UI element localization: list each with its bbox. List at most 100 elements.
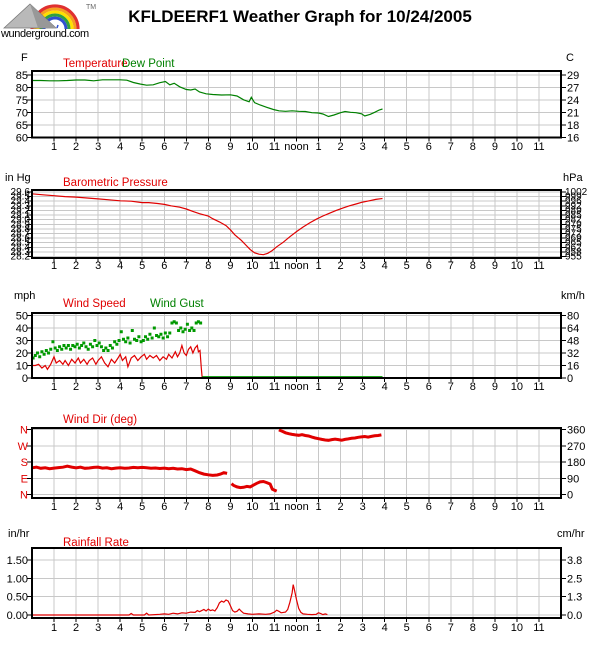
data-point [157, 335, 161, 339]
y-tick-label-right: 48 [567, 336, 579, 348]
data-point [185, 322, 189, 326]
y-tick-label-right: 958 [565, 247, 582, 258]
y-tick-label-left: 50 [16, 311, 28, 323]
pyramid-icon [2, 3, 58, 29]
unit-label-right: C [566, 52, 574, 64]
x-tick-label: 4 [117, 622, 123, 634]
data-point [141, 339, 145, 342]
data-point [199, 321, 203, 325]
legend-label-temperature: Temperature [63, 58, 128, 70]
data-point [135, 339, 139, 342]
data-point [121, 337, 125, 341]
data-point [31, 356, 35, 360]
legend-label-dew-point: Dew Point [122, 58, 175, 70]
x-tick-label: 7 [448, 622, 454, 634]
data-point [170, 321, 174, 325]
x-tick-label: 8 [470, 141, 476, 153]
x-tick-label: 3 [95, 501, 101, 513]
data-point [130, 329, 134, 332]
data-point [44, 349, 48, 352]
y-tick-label-left: 10 [16, 361, 28, 373]
logo-text: wunderground.com [1, 28, 89, 40]
x-tick-label: 10 [246, 141, 258, 153]
data-point [42, 352, 46, 356]
data-point [106, 349, 110, 352]
x-tick-label: 2 [338, 260, 344, 272]
unit-label-left: in/hr [8, 528, 30, 540]
y-tick-label-right: 989 [565, 205, 582, 216]
x-tick-label: 8 [205, 141, 211, 153]
data-point [166, 335, 170, 339]
y-tick-label-right: 972 [565, 228, 582, 239]
y-tick-label-left: N [20, 425, 28, 437]
data-point [179, 326, 183, 330]
x-tick-label: 8 [205, 622, 211, 634]
x-tick-label: 6 [161, 501, 167, 513]
x-tick-label: 8 [470, 622, 476, 634]
data-point [188, 329, 192, 332]
y-tick-label-right: 965 [565, 238, 582, 249]
data-point [47, 351, 51, 355]
series-line-barometric-pressure [31, 193, 383, 256]
x-tick-label: 10 [246, 260, 258, 272]
x-tick-label: 2 [338, 622, 344, 634]
series [32, 79, 383, 118]
x-tick-label: 4 [382, 381, 388, 393]
page-title: KFLDEERF1 Weather Graph for 10/24/2005 [128, 7, 472, 26]
y-tick-label-left: 1.00 [7, 573, 28, 585]
x-tick-label: 7 [448, 501, 454, 513]
x-tick-label: 6 [161, 381, 167, 393]
data-point [97, 341, 101, 345]
x-tick-label: 1 [315, 501, 321, 513]
y-tick-label-right: 32 [567, 348, 579, 360]
y-tick-label-left: 75 [16, 95, 28, 107]
data-point [183, 327, 187, 331]
data-point [194, 321, 198, 325]
y-tick-label-right: 29 [567, 70, 579, 82]
y-tick-label-right: 27 [567, 83, 579, 95]
x-tick-label: 2 [73, 381, 79, 393]
x-tick-label: 1 [315, 622, 321, 634]
x-tick-label: 7 [183, 622, 189, 634]
data-point [113, 340, 117, 344]
x-tick-label: 2 [73, 141, 79, 153]
x-tick-label: 6 [161, 141, 167, 153]
y-tick-label-left: 0 [22, 373, 28, 385]
y-tick-label-right: 1002 [565, 187, 588, 198]
data-point [66, 344, 70, 347]
data-point [150, 336, 154, 340]
x-tick-label: 1 [315, 141, 321, 153]
x-tick-label: 5 [404, 501, 410, 513]
x-tick-label: noon [284, 501, 308, 513]
x-tick-label: 6 [426, 141, 432, 153]
y-tick-label-left: N [20, 490, 28, 502]
data-point [168, 331, 172, 335]
x-tick-label: 1 [51, 141, 57, 153]
data-point [196, 320, 200, 324]
y-tick-label-left: 60 [16, 133, 28, 145]
x-tick-label: 7 [448, 260, 454, 272]
data-point [144, 335, 148, 339]
legend-label-rainfall-rate: Rainfall Rate [63, 537, 129, 549]
y-tick-label-left: 30 [16, 336, 28, 348]
y-tick-label-left: 85 [16, 70, 28, 82]
x-tick-label: 9 [227, 260, 233, 272]
y-tick-label-left: 80 [16, 83, 28, 95]
x-tick-label: 8 [470, 260, 476, 272]
y-tick-label-right: 985 [565, 210, 582, 221]
x-tick-label: 2 [338, 141, 344, 153]
y-tick-label-left: 29.0 [11, 215, 31, 226]
y-tick-label-left: 29.3 [11, 201, 31, 212]
series-line-rainfall-rate [32, 584, 328, 616]
x-tick-label: 7 [183, 381, 189, 393]
data-point [108, 344, 112, 347]
y-tick-label-right: 21 [567, 108, 579, 120]
legend-label-wind-speed: Wind Speed [63, 298, 126, 310]
x-tick-label: 5 [139, 501, 145, 513]
x-tick-label: 7 [183, 141, 189, 153]
x-tick-label: 11 [533, 501, 544, 513]
x-tick-label: 4 [382, 622, 388, 634]
